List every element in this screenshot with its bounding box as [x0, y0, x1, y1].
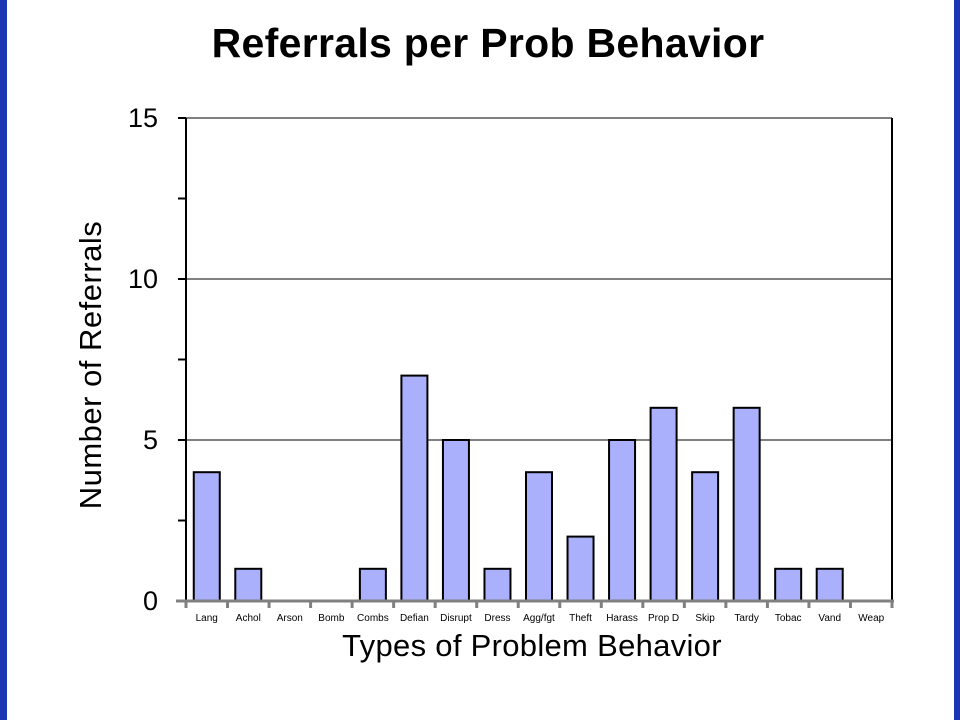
y-tick-label: 10 [128, 264, 158, 294]
y-tick-label: 5 [143, 425, 158, 455]
x-tick-label: Weap [858, 613, 884, 624]
bar [566, 535, 595, 602]
y-tick-label: 15 [128, 103, 158, 133]
x-tick-label: Dress [484, 613, 510, 624]
bar [608, 439, 637, 602]
bar [234, 567, 263, 602]
x-tick-label: Lang [196, 613, 218, 624]
bar [815, 567, 844, 602]
chart-title: Referrals per Prob Behavior [211, 20, 765, 66]
left-frame-border [0, 0, 7, 720]
bar [525, 471, 553, 603]
x-tick-label: Harass [606, 613, 638, 624]
x-tick-label: Bomb [318, 613, 345, 624]
bar [400, 374, 429, 602]
y-tick-label: 0 [143, 586, 158, 616]
bar [483, 567, 512, 602]
bar [441, 439, 470, 602]
x-tick-label: Achol [236, 613, 261, 624]
bar [192, 471, 221, 603]
x-tick-label: Arson [277, 613, 303, 624]
x-tick-label: Skip [695, 613, 715, 624]
right-frame-border [954, 0, 960, 720]
x-tick-label: Combs [357, 613, 389, 624]
x-tick-label: Agg/fgt [523, 613, 555, 624]
x-tick-label: Tardy [734, 613, 758, 624]
bar [732, 406, 761, 602]
x-axis-label: Types of Problem Behavior [342, 628, 722, 663]
x-tick-label: Prop D [648, 613, 679, 624]
x-tick-label: Disrupt [440, 613, 472, 624]
bar [774, 567, 803, 602]
x-tick-label: Tobac [775, 613, 802, 624]
bar [691, 471, 720, 603]
x-tick-label: Defian [400, 613, 429, 624]
x-tick-label: Theft [569, 613, 592, 624]
bar [358, 567, 387, 602]
bar [649, 406, 678, 602]
x-tick-label: Vand [818, 613, 841, 624]
